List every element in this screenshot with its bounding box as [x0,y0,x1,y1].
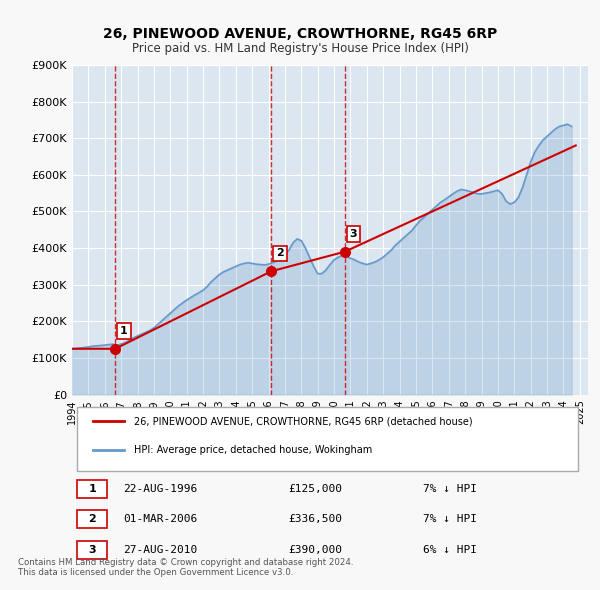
Text: 3: 3 [88,545,96,555]
Text: 2: 2 [88,514,96,525]
Text: 1: 1 [88,484,96,494]
FancyBboxPatch shape [77,540,107,559]
Text: HPI: Average price, detached house, Wokingham: HPI: Average price, detached house, Woki… [134,445,372,455]
Text: 27-AUG-2010: 27-AUG-2010 [124,545,198,555]
Text: Contains HM Land Registry data © Crown copyright and database right 2024.
This d: Contains HM Land Registry data © Crown c… [18,558,353,577]
Text: 22-AUG-1996: 22-AUG-1996 [124,484,198,494]
Text: 1: 1 [120,326,128,336]
Text: 3: 3 [350,229,357,239]
Text: 26, PINEWOOD AVENUE, CROWTHORNE, RG45 6RP: 26, PINEWOOD AVENUE, CROWTHORNE, RG45 6R… [103,27,497,41]
Text: 26, PINEWOOD AVENUE, CROWTHORNE, RG45 6RP (detached house): 26, PINEWOOD AVENUE, CROWTHORNE, RG45 6R… [134,416,473,426]
Text: £390,000: £390,000 [289,545,343,555]
Text: Price paid vs. HM Land Registry's House Price Index (HPI): Price paid vs. HM Land Registry's House … [131,42,469,55]
FancyBboxPatch shape [77,510,107,528]
Text: 6% ↓ HPI: 6% ↓ HPI [423,545,477,555]
Text: 01-MAR-2006: 01-MAR-2006 [124,514,198,525]
Text: £125,000: £125,000 [289,484,343,494]
FancyBboxPatch shape [77,407,578,471]
Text: £336,500: £336,500 [289,514,343,525]
Text: 7% ↓ HPI: 7% ↓ HPI [423,484,477,494]
Text: 7% ↓ HPI: 7% ↓ HPI [423,514,477,525]
Text: 2: 2 [276,248,284,258]
FancyBboxPatch shape [77,480,107,498]
